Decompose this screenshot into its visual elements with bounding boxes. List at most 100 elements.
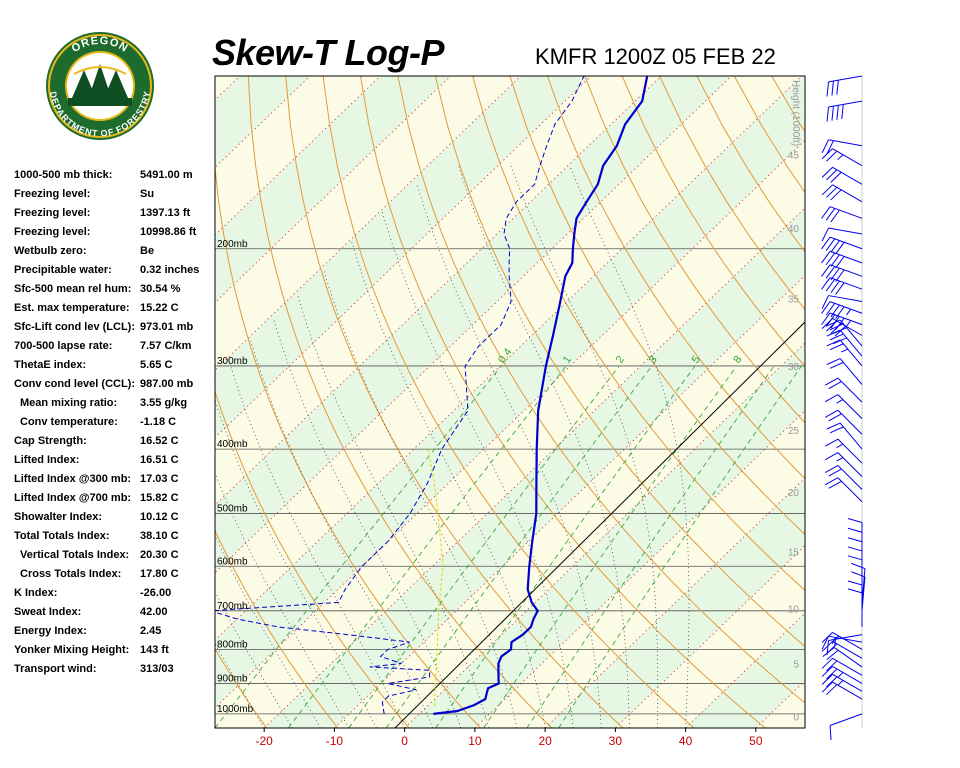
x-tick-label: 0 <box>401 734 408 748</box>
index-label: Total Totals Index: <box>14 530 110 542</box>
wind-barb <box>826 422 863 450</box>
index-label: Precipitable water: <box>14 264 112 276</box>
index-value: 17.80 C <box>140 568 179 580</box>
wind-barb <box>821 148 863 167</box>
x-tick-label: 40 <box>679 734 693 748</box>
wind-barb <box>824 377 863 403</box>
index-value: 1397.13 ft <box>140 207 191 219</box>
index-label: Sweat Index: <box>14 606 82 618</box>
index-value: Be <box>140 245 155 257</box>
index-row: Sfc-Lift cond lev (LCL): 973.01 mb <box>14 321 214 340</box>
wind-barb <box>821 166 863 185</box>
index-row: Total Totals Index: 38.10 C <box>14 530 214 549</box>
wind-barb <box>824 438 863 464</box>
index-row: Mean mixing ratio: 3.55 g/kg <box>14 397 214 416</box>
wind-barb <box>821 184 863 203</box>
wind-barb <box>851 562 866 603</box>
wind-barb <box>826 339 863 367</box>
wind-barb <box>847 546 863 585</box>
index-label: Freezing level: <box>14 188 91 200</box>
x-tick-label: 10 <box>468 734 482 748</box>
wind-barb <box>847 517 863 557</box>
height-tick-label: 35 <box>788 295 800 306</box>
index-row: Precipitable water: 0.32 inches <box>14 264 214 283</box>
height-axis-label: Height (1000ft) <box>790 80 801 146</box>
index-value: 10998.86 ft <box>140 226 197 238</box>
wind-barb <box>824 452 863 477</box>
index-value: 16.51 C <box>140 454 179 466</box>
index-row: Transport wind: 313/03 <box>14 663 214 682</box>
index-label: ThetaE index: <box>14 359 87 371</box>
wind-barb <box>826 75 863 97</box>
index-row: K Index: -26.00 <box>14 587 214 606</box>
index-value: 10.12 C <box>140 511 179 523</box>
index-value: -26.00 <box>140 587 172 599</box>
index-label: Sfc-Lift cond lev (LCL): <box>14 321 135 333</box>
height-tick-label: 0 <box>793 713 799 724</box>
wind-barb <box>824 394 863 419</box>
wind-barb <box>824 465 863 490</box>
wind-barb <box>821 277 863 295</box>
pressure-label: 1000mb <box>217 704 254 715</box>
index-row: Conv cond level (CCL): 987.00 mb <box>14 378 214 397</box>
index-label: Freezing level: <box>14 226 91 238</box>
index-row: Energy Index: 2.45 <box>14 625 214 644</box>
index-label: Showalter Index: <box>14 511 103 523</box>
wind-barb <box>829 713 863 741</box>
wind-barb <box>847 588 863 627</box>
pressure-label: 400mb <box>217 439 248 450</box>
index-label: Est. max temperature: <box>14 302 130 314</box>
index-value: 20.30 C <box>140 549 179 561</box>
wind-barb <box>821 666 863 684</box>
wind-barb <box>821 139 863 154</box>
wind-barb <box>821 635 863 650</box>
pressure-label: 200mb <box>217 239 248 250</box>
pressure-label: 800mb <box>217 639 248 650</box>
index-row: Freezing level: Su <box>14 188 214 207</box>
index-label: Freezing level: <box>14 207 91 219</box>
wind-barb <box>821 236 863 255</box>
x-tick-label: -20 <box>255 734 273 748</box>
x-tick-label: 20 <box>538 734 552 748</box>
height-tick-label: 40 <box>788 224 800 235</box>
mixing-ratio-label: 8 <box>731 354 744 366</box>
wind-barb <box>821 312 863 331</box>
pressure-label: 500mb <box>217 504 248 515</box>
chart-subtitle: KMFR 1200Z 05 FEB 22 <box>535 44 776 69</box>
index-label: Energy Index: <box>14 625 87 637</box>
wind-barb <box>821 206 863 223</box>
index-label: Vertical Totals Index: <box>20 549 130 561</box>
index-value: 30.54 % <box>140 283 181 295</box>
index-value: 7.57 C/km <box>140 340 192 352</box>
index-value: 16.52 C <box>140 435 179 447</box>
mixing-ratio-label: 1 <box>561 354 574 366</box>
index-value: 38.10 C <box>140 530 179 542</box>
index-row: Sweat Index: 42.00 <box>14 606 214 625</box>
index-value: 987.00 mb <box>140 378 194 390</box>
index-row: Showalter Index: 10.12 C <box>14 511 214 530</box>
index-value: 313/03 <box>140 663 174 675</box>
index-value: 0.32 inches <box>140 264 200 276</box>
wind-barb <box>824 409 863 435</box>
pressure-label: 600mb <box>217 556 248 567</box>
wind-barb <box>821 657 863 676</box>
mixing-ratio-label: 2 <box>614 354 627 366</box>
index-value: Su <box>140 188 155 200</box>
wind-barb <box>821 250 863 269</box>
index-label: Lifted Index: <box>14 454 80 466</box>
x-tick-label: -10 <box>326 734 344 748</box>
height-tick-label: 25 <box>788 426 800 437</box>
index-value: -1.18 C <box>140 416 177 428</box>
index-label: Cross Totals Index: <box>20 568 122 580</box>
wind-barb <box>826 358 863 385</box>
index-row: Sfc-500 mean rel hum: 30.54 % <box>14 283 214 302</box>
index-row: Yonker Mixing Height: 143 ft <box>14 644 214 663</box>
wind-barb <box>851 571 866 611</box>
index-label: 1000-500 mb thick: <box>14 169 113 181</box>
index-value: 2.45 <box>140 625 162 637</box>
index-row: Est. max temperature: 15.22 C <box>14 302 214 321</box>
height-tick-label: 20 <box>788 488 800 499</box>
index-label: Yonker Mixing Height: <box>14 644 130 656</box>
index-label: 700-500 lapse rate: <box>14 340 113 352</box>
